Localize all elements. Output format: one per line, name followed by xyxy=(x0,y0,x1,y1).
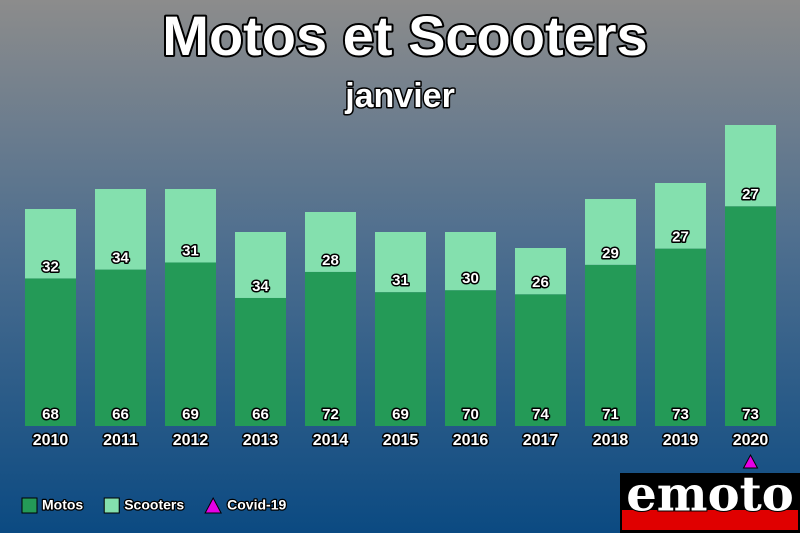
bar-segment xyxy=(165,189,216,263)
value-label: 73 xyxy=(742,406,759,423)
x-tick-label: 2015 xyxy=(383,432,419,449)
value-label: 69 xyxy=(392,406,409,423)
bar-segment xyxy=(585,264,636,426)
bar-segment xyxy=(515,294,566,426)
value-label: 68 xyxy=(42,406,59,423)
bar-segment xyxy=(25,278,76,426)
bar-segment xyxy=(445,232,496,291)
bar-segment xyxy=(375,232,426,293)
value-label: 71 xyxy=(602,406,619,423)
x-tick-label: 2019 xyxy=(663,432,699,449)
value-label: 31 xyxy=(392,272,409,289)
bar-segment xyxy=(95,189,146,270)
legend-marker xyxy=(204,496,222,514)
value-label: 28 xyxy=(322,252,339,269)
value-label: 74 xyxy=(532,406,549,423)
value-label: 69 xyxy=(182,406,199,423)
value-label: 29 xyxy=(602,245,619,262)
bar-segment xyxy=(725,206,776,426)
value-label: 66 xyxy=(252,406,269,423)
x-tick-label: 2016 xyxy=(453,432,489,449)
bar-segment xyxy=(165,262,216,426)
bar-segment xyxy=(235,232,286,298)
value-label: 26 xyxy=(532,274,549,291)
legend-label: Covid-19 xyxy=(227,497,286,513)
legend-swatch xyxy=(21,497,38,514)
bar-segment xyxy=(25,209,76,279)
bar-segment xyxy=(655,248,706,426)
chart-title: Motos et Scooters xyxy=(162,4,647,67)
bar-segment xyxy=(725,125,776,207)
value-label: 34 xyxy=(252,278,269,295)
value-label: 66 xyxy=(112,406,129,423)
x-tick-label: 2020 xyxy=(733,432,769,449)
chart-subtitle: janvier xyxy=(344,77,455,115)
value-label: 31 xyxy=(182,242,199,259)
logo-text: emoto xyxy=(626,467,794,523)
bar-segment xyxy=(95,269,146,426)
x-tick-label: 2014 xyxy=(313,432,349,449)
value-label: 30 xyxy=(462,270,479,287)
legend-label: Motos xyxy=(42,497,83,513)
x-tick-label: 2018 xyxy=(593,432,629,449)
bar-segment xyxy=(235,297,286,426)
logo: emoto xyxy=(620,466,800,533)
x-tick-label: 2013 xyxy=(243,432,279,449)
bar-segment xyxy=(655,183,706,249)
bar-segment xyxy=(585,199,636,265)
x-tick-label: 2012 xyxy=(173,432,209,449)
annotation-marker xyxy=(742,453,759,469)
bar-segment xyxy=(375,292,426,426)
bar-segment xyxy=(305,271,356,426)
legend-swatch xyxy=(103,497,120,514)
value-label: 34 xyxy=(112,250,129,267)
value-label: 72 xyxy=(322,406,339,423)
bar-segment xyxy=(445,290,496,426)
x-tick-label: 2010 xyxy=(33,432,69,449)
value-label: 70 xyxy=(462,406,479,423)
x-tick-label: 2017 xyxy=(523,432,559,449)
logo-strip xyxy=(622,510,798,530)
legend-label: Scooters xyxy=(124,497,184,513)
value-label: 32 xyxy=(42,258,59,275)
value-label: 27 xyxy=(742,186,759,203)
bar-segment xyxy=(515,248,566,295)
value-label: 27 xyxy=(672,229,689,246)
bar-segment xyxy=(305,212,356,272)
value-label: 73 xyxy=(672,406,689,423)
x-tick-label: 2011 xyxy=(103,432,138,449)
